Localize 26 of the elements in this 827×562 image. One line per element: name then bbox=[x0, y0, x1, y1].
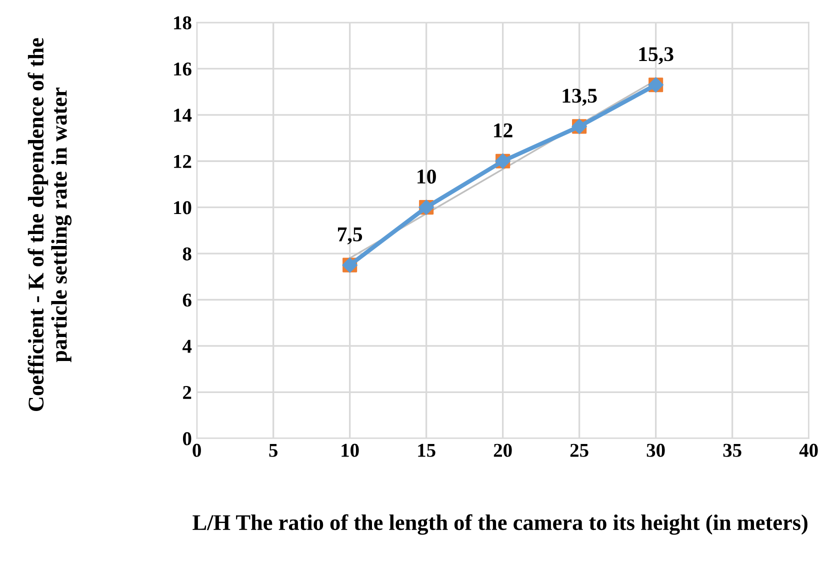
x-tick-label: 15 bbox=[418, 444, 436, 457]
x-tick-label: 25 bbox=[570, 444, 588, 457]
y-tick-label: 6 bbox=[182, 294, 192, 307]
y-tick-label: 16 bbox=[174, 62, 192, 76]
x-tick-label: 35 bbox=[723, 444, 742, 457]
y-tick-label: 0 bbox=[182, 432, 192, 446]
x-tick-label: 10 bbox=[342, 444, 359, 457]
x-tick-label: 40 bbox=[799, 444, 818, 457]
data-label: 10 bbox=[418, 170, 436, 184]
x-axis-title: L/H The ratio of the length of the camera to its height (in meters) bbox=[192, 514, 808, 535]
data-label: 12 bbox=[494, 123, 512, 138]
x-tick-label: 20 bbox=[494, 444, 512, 457]
y-tick-label: 14 bbox=[174, 108, 192, 122]
x-tick-label: 30 bbox=[646, 444, 665, 457]
data-label: 7,5 bbox=[338, 228, 362, 244]
y-axis-title: Coefficient - K of the dependence of the particle settling rate in water bbox=[28, 38, 72, 412]
data-label: 15,3 bbox=[639, 47, 674, 64]
y-tick-label: 8 bbox=[182, 247, 192, 260]
y-tick-label: 4 bbox=[182, 340, 192, 353]
data-label: 13,5 bbox=[562, 88, 597, 106]
y-tick-label: 10 bbox=[174, 201, 192, 214]
x-tick-label: 5 bbox=[269, 444, 278, 457]
x-tick-label: 0 bbox=[192, 444, 201, 457]
y-tick-label: 12 bbox=[174, 154, 192, 168]
y-tick-label: 2 bbox=[183, 386, 192, 399]
y-tick-label: 18 bbox=[174, 16, 192, 30]
